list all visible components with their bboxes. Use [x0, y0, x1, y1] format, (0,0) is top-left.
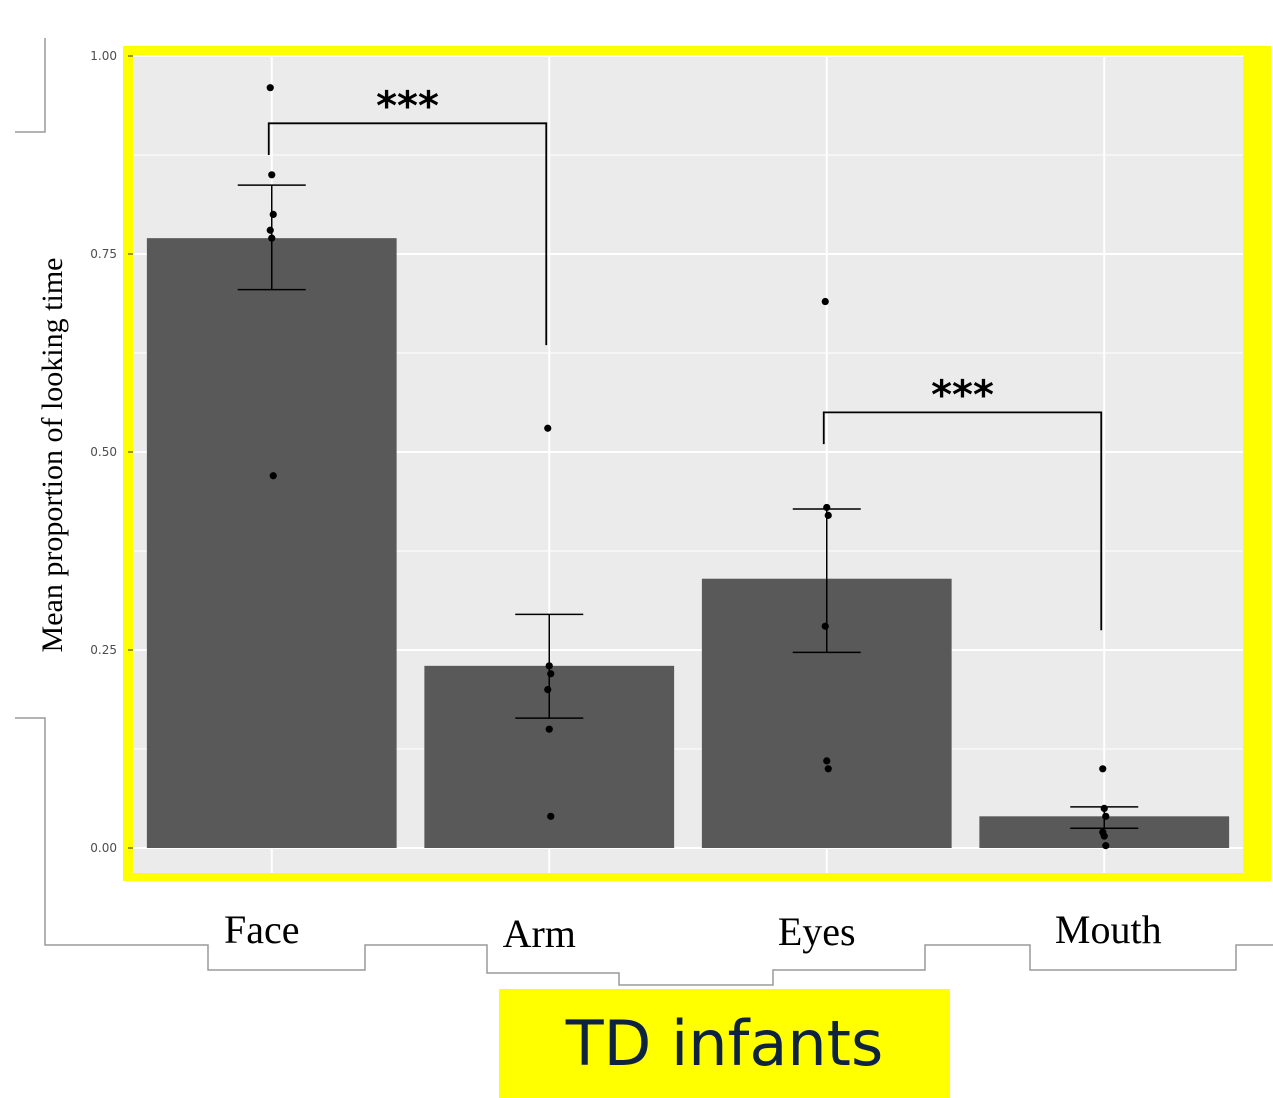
data-point	[824, 511, 832, 519]
significance-label: ***	[931, 372, 994, 418]
data-point	[269, 472, 277, 480]
significance-bracket	[267, 122, 548, 346]
y-tick-label: 1.00	[90, 49, 117, 63]
data-point	[269, 210, 277, 218]
data-point	[821, 297, 829, 306]
y-tick-label: 0.75	[90, 247, 117, 261]
data-point	[823, 757, 831, 765]
x-label-arm: Arm	[503, 911, 576, 956]
data-point	[266, 226, 274, 234]
significance-bracket	[822, 411, 1103, 631]
data-point	[824, 765, 832, 773]
y-tick-label: 0.50	[90, 445, 117, 459]
data-point	[547, 670, 555, 678]
data-point	[1102, 842, 1110, 850]
significance-label: ***	[376, 83, 439, 129]
caption-box: TD infants	[499, 989, 950, 1098]
data-points	[266, 84, 1110, 850]
data-point	[545, 662, 553, 670]
caption-text: TD infants	[565, 1006, 884, 1080]
data-point	[547, 812, 555, 820]
x-axis-labels: Face Arm Eyes Mouth	[224, 907, 1162, 956]
data-point	[1100, 804, 1108, 813]
x-label-face: Face	[224, 907, 300, 952]
data-point	[544, 686, 552, 694]
data-point	[823, 503, 831, 512]
bars	[146, 238, 1230, 848]
x-label-mouth: Mouth	[1055, 907, 1162, 952]
significance-brackets: *** ***	[267, 83, 1103, 631]
data-point	[268, 171, 276, 179]
x-label-eyes: Eyes	[778, 909, 856, 954]
y-tick-label: 0.00	[90, 841, 117, 855]
data-point	[266, 84, 274, 92]
data-point	[1102, 812, 1110, 820]
slide-outline	[15, 38, 1273, 986]
y-axis-ticks: 0.00 0.25 0.50 0.75 1.00	[90, 49, 133, 855]
y-tick-label: 0.25	[90, 643, 117, 657]
bar-face	[146, 238, 397, 848]
y-axis-title: Mean proportion of looking time	[36, 258, 69, 653]
data-point	[821, 622, 829, 630]
data-point	[1099, 765, 1107, 773]
data-point	[268, 234, 276, 242]
data-point	[544, 424, 552, 432]
data-point	[1100, 832, 1108, 840]
data-point	[545, 725, 553, 733]
